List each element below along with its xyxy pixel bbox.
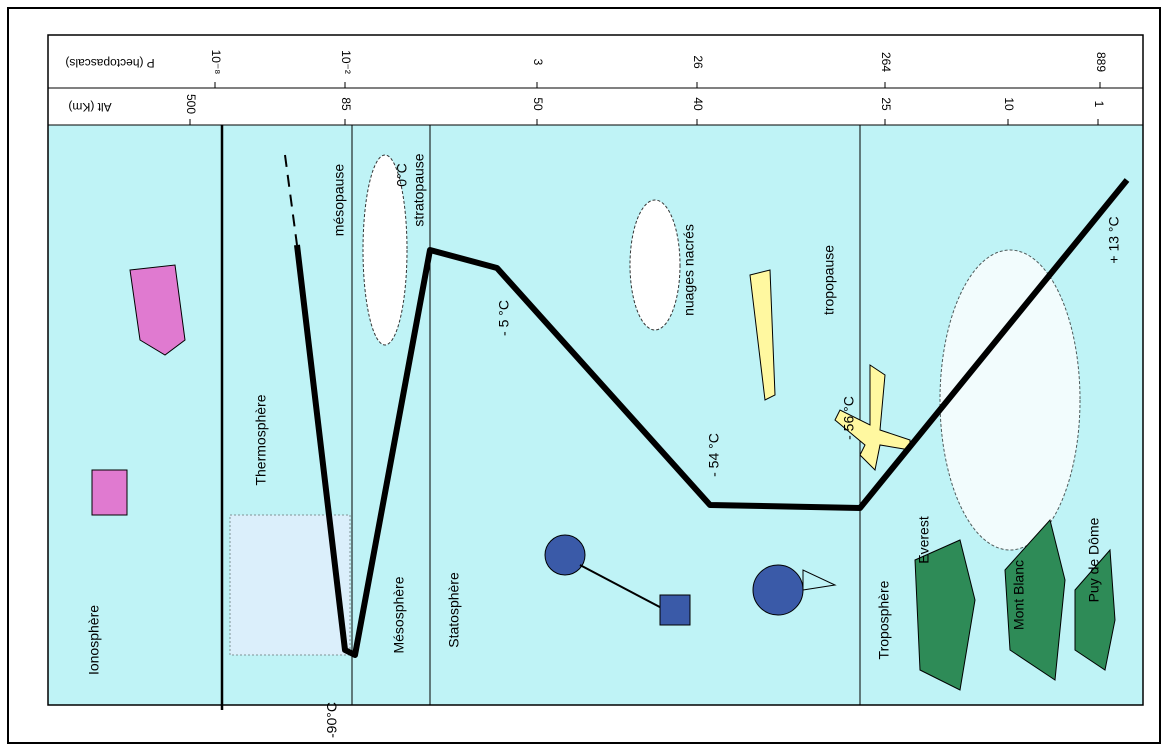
mont-blanc (1004, 518, 1066, 681)
altitude-tick-label: 25 (879, 97, 893, 111)
layer-label: Statosphère (446, 572, 462, 648)
altitude-tick-label: 1 (1092, 101, 1106, 108)
balloon-net (802, 569, 837, 591)
pressure-tick-label: 26 (691, 55, 705, 69)
clouds (362, 154, 1081, 551)
balloon-line (579, 564, 676, 616)
boundary-label: stratopause (411, 153, 427, 226)
temperature-curve-dashed (284, 154, 298, 246)
layer-label: Mésosphère (391, 576, 407, 653)
boundary-label: tropopause (821, 245, 837, 315)
temperature-label: - 56 °C (841, 396, 857, 440)
pressure-tick-label: 10⁻² (339, 50, 353, 74)
gondola (659, 594, 691, 626)
layer-label: Troposphère (876, 580, 892, 659)
temperature-label: 0°C (394, 163, 410, 187)
temperature-curve (294, 178, 1130, 658)
temperature-label: + 13 °C (1106, 216, 1122, 263)
temperature-label: -90°C (324, 702, 340, 738)
feature-label: Everest (916, 516, 932, 564)
axis-ticks: 10⁻⁸ 10⁻² 3 26 264 889 500 85 50 40 25 10 1 (184, 50, 1108, 125)
altitude-tick-label: 85 (339, 97, 353, 111)
balloon (544, 534, 586, 576)
pressure-tick-label: 3 (531, 59, 545, 66)
pressure-axis-label: P (hectopascals) (65, 56, 154, 70)
feature-label: Puy de Dôme (1086, 517, 1102, 602)
airplane (834, 364, 911, 472)
everest (914, 539, 976, 691)
puy-de-dome (1074, 548, 1116, 671)
altitude-tick-label: 50 (531, 97, 545, 111)
altitude-tick-label: 10 (1002, 97, 1016, 111)
temperature-label: - 54 °C (706, 433, 722, 477)
weather-balloon (752, 564, 804, 616)
pressure-tick-label: 264 (879, 52, 893, 72)
feature-label: Mont Blanc (1011, 560, 1027, 630)
altitude-tick-label: 40 (691, 97, 705, 111)
frame (7, 7, 1161, 744)
altitude-axis-label: Alt (Km) (68, 100, 111, 114)
satellite (91, 469, 128, 516)
boundary-label: mésopause (331, 164, 347, 237)
concorde (749, 269, 776, 401)
temperature-label: - 5 °C (496, 300, 512, 336)
layer-label: Thermosphère (253, 394, 269, 485)
altitude-tick-label: 500 (184, 94, 198, 114)
feature-label: nuages nacrés (681, 224, 697, 316)
layer-label: Ionosphère (86, 605, 102, 675)
diagram-border (47, 34, 1144, 706)
pressure-tick-label: 889 (1094, 52, 1108, 72)
shuttle (129, 264, 186, 356)
pressure-tick-label: 10⁻⁸ (209, 50, 223, 75)
illustrations (91, 154, 1116, 691)
